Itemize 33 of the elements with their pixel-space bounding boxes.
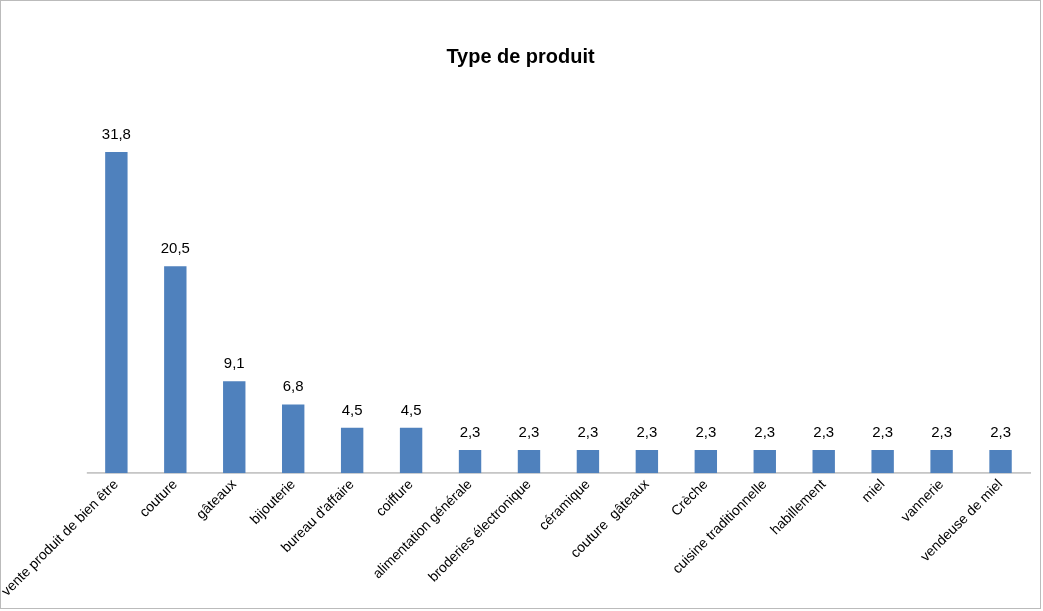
bar	[989, 450, 1012, 474]
bar	[105, 151, 128, 474]
data-label: 31,8	[101, 124, 131, 142]
data-label: 2,3	[459, 422, 481, 440]
chart-title: Type de produit	[446, 45, 595, 68]
bar	[930, 450, 953, 474]
bar	[223, 381, 246, 474]
data-label: 4,5	[341, 400, 363, 418]
data-label: 2,3	[990, 422, 1011, 440]
bar	[399, 427, 423, 474]
data-label: 2,3	[636, 422, 658, 440]
bar	[340, 427, 364, 474]
data-label: 2,3	[518, 422, 540, 440]
bar	[576, 450, 600, 474]
bar	[517, 450, 541, 474]
bar	[812, 450, 835, 474]
data-label: 2,3	[931, 422, 953, 440]
data-label: 2,3	[872, 422, 894, 440]
data-label: 20,5	[160, 238, 190, 256]
bar	[164, 266, 187, 474]
data-label: 2,3	[577, 422, 599, 440]
bar	[282, 404, 305, 474]
data-label: 2,3	[695, 422, 717, 440]
data-label: 2,3	[813, 422, 835, 440]
data-label: 6,8	[282, 377, 304, 395]
bar	[458, 450, 482, 474]
data-label: 2,3	[754, 422, 776, 440]
bar	[753, 450, 776, 474]
bar	[871, 450, 894, 474]
bar	[635, 450, 659, 474]
data-label: 4,5	[400, 400, 422, 418]
data-label: 9,1	[223, 354, 245, 372]
bar	[694, 450, 718, 474]
